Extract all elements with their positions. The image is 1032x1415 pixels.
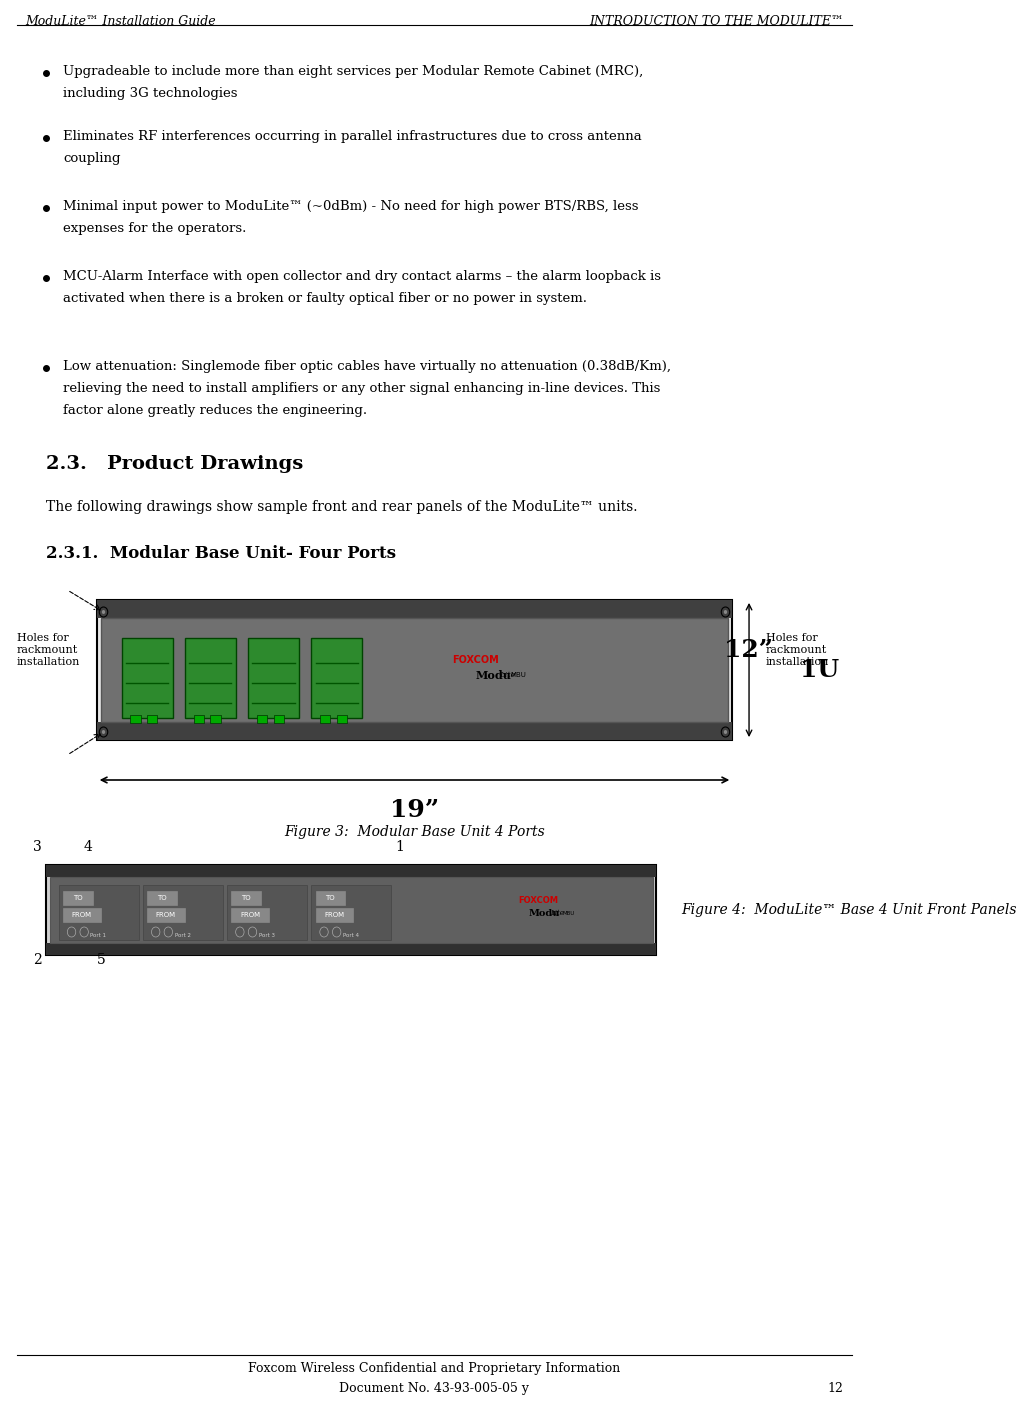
- Text: including 3G technologies: including 3G technologies: [63, 86, 237, 100]
- Bar: [257, 715, 267, 723]
- Bar: [194, 715, 203, 723]
- Text: TO: TO: [72, 896, 83, 901]
- Text: MCU-Alarm Interface with open collector and dry contact alarms – the alarm loopb: MCU-Alarm Interface with open collector …: [63, 270, 662, 283]
- Bar: [143, 884, 223, 940]
- Text: FOXCOM: FOXCOM: [519, 896, 558, 904]
- Bar: [231, 908, 269, 923]
- Text: activated when there is a broken or faulty optical fiber or no power in system.: activated when there is a broken or faul…: [63, 291, 587, 306]
- Text: relieving the need to install amplifiers or any other signal enhancing in-line d: relieving the need to install amplifiers…: [63, 382, 660, 395]
- Bar: [130, 715, 140, 723]
- Text: TO: TO: [157, 896, 166, 901]
- Bar: [227, 884, 308, 940]
- Circle shape: [723, 730, 728, 734]
- Bar: [211, 715, 221, 723]
- Bar: [148, 715, 158, 723]
- Text: Holes for
rackmount
installation: Holes for rackmount installation: [766, 634, 830, 666]
- Text: factor alone greatly reduces the engineering.: factor alone greatly reduces the enginee…: [63, 405, 367, 417]
- Text: Upgradeable to include more than eight services per Modular Remote Cabinet (MRC): Upgradeable to include more than eight s…: [63, 65, 643, 78]
- Text: TO: TO: [240, 896, 251, 901]
- Text: coupling: coupling: [63, 151, 121, 166]
- Bar: [101, 618, 728, 722]
- Text: MBU: MBU: [511, 672, 526, 678]
- Text: Port 2: Port 2: [174, 932, 191, 938]
- Bar: [50, 877, 653, 942]
- Text: Holes for
rackmount
installation: Holes for rackmount installation: [17, 634, 80, 666]
- Text: FOXCOM: FOXCOM: [452, 655, 498, 665]
- Bar: [46, 865, 656, 955]
- Text: Modu: Modu: [528, 908, 560, 917]
- Text: Foxcom Wireless Confidential and Proprietary Information: Foxcom Wireless Confidential and Proprie…: [248, 1363, 620, 1375]
- Bar: [97, 722, 733, 740]
- Bar: [63, 908, 101, 923]
- Text: Figure 3:  Modular Base Unit 4 Ports: Figure 3: Modular Base Unit 4 Ports: [284, 825, 545, 839]
- Text: Port 4: Port 4: [343, 932, 359, 938]
- Text: 2.3.   Product Drawings: 2.3. Product Drawings: [46, 456, 303, 473]
- Text: 12”: 12”: [723, 638, 773, 662]
- Bar: [312, 638, 362, 717]
- Bar: [336, 715, 347, 723]
- Text: 4: 4: [84, 841, 93, 855]
- Bar: [312, 884, 391, 940]
- Bar: [320, 715, 330, 723]
- Text: 12: 12: [828, 1382, 843, 1395]
- Bar: [316, 908, 354, 923]
- Text: Figure 4:  ModuLite™ Base 4 Unit Front Panels: Figure 4: ModuLite™ Base 4 Unit Front Pa…: [682, 903, 1018, 917]
- Text: Modu: Modu: [476, 669, 512, 681]
- Text: Document No. 43-93-005-05 y: Document No. 43-93-005-05 y: [340, 1382, 529, 1395]
- Text: The following drawings show sample front and rear panels of the ModuLite™ units.: The following drawings show sample front…: [46, 499, 638, 514]
- Text: 3: 3: [33, 841, 42, 855]
- Text: Minimal input power to ModuLite™ (~0dBm) - No need for high power BTS/RBS, less: Minimal input power to ModuLite™ (~0dBm)…: [63, 200, 639, 214]
- Text: 1: 1: [395, 841, 405, 855]
- Bar: [231, 891, 261, 906]
- Text: 1U: 1U: [800, 658, 839, 682]
- Bar: [273, 715, 284, 723]
- Text: FROM: FROM: [239, 913, 260, 918]
- Text: ModuLite™ Installation Guide: ModuLite™ Installation Guide: [25, 16, 216, 28]
- Bar: [148, 891, 176, 906]
- Circle shape: [723, 610, 728, 614]
- Text: 5: 5: [97, 952, 105, 966]
- Text: Eliminates RF interferences occurring in parallel infrastructures due to cross a: Eliminates RF interferences occurring in…: [63, 130, 642, 143]
- Bar: [316, 891, 345, 906]
- Bar: [63, 891, 93, 906]
- Text: FROM: FROM: [71, 913, 92, 918]
- Text: 19”: 19”: [390, 798, 439, 822]
- Text: Lite: Lite: [499, 671, 516, 679]
- Text: INTRODUCTION TO THE MODULITE™: INTRODUCTION TO THE MODULITE™: [589, 16, 843, 28]
- Text: Port 3: Port 3: [259, 932, 275, 938]
- Text: expenses for the operators.: expenses for the operators.: [63, 222, 247, 235]
- Text: FROM: FROM: [324, 913, 345, 918]
- Text: 2: 2: [33, 952, 42, 966]
- Text: Port 1: Port 1: [91, 932, 106, 938]
- Bar: [122, 638, 172, 717]
- Bar: [97, 600, 733, 618]
- Bar: [249, 638, 299, 717]
- Bar: [46, 942, 656, 955]
- Bar: [148, 908, 185, 923]
- Text: Lite: Lite: [550, 908, 565, 917]
- Text: Low attenuation: Singlemode fiber optic cables have virtually no attenuation (0.: Low attenuation: Singlemode fiber optic …: [63, 359, 671, 374]
- Bar: [185, 638, 235, 717]
- Bar: [97, 600, 733, 740]
- Bar: [59, 884, 139, 940]
- Text: TO: TO: [325, 896, 334, 901]
- Text: FROM: FROM: [156, 913, 175, 918]
- Circle shape: [102, 730, 105, 734]
- Circle shape: [102, 610, 105, 614]
- Text: MBU: MBU: [562, 910, 575, 916]
- Bar: [46, 865, 656, 877]
- Text: 2.3.1.  Modular Base Unit- Four Ports: 2.3.1. Modular Base Unit- Four Ports: [46, 545, 396, 562]
